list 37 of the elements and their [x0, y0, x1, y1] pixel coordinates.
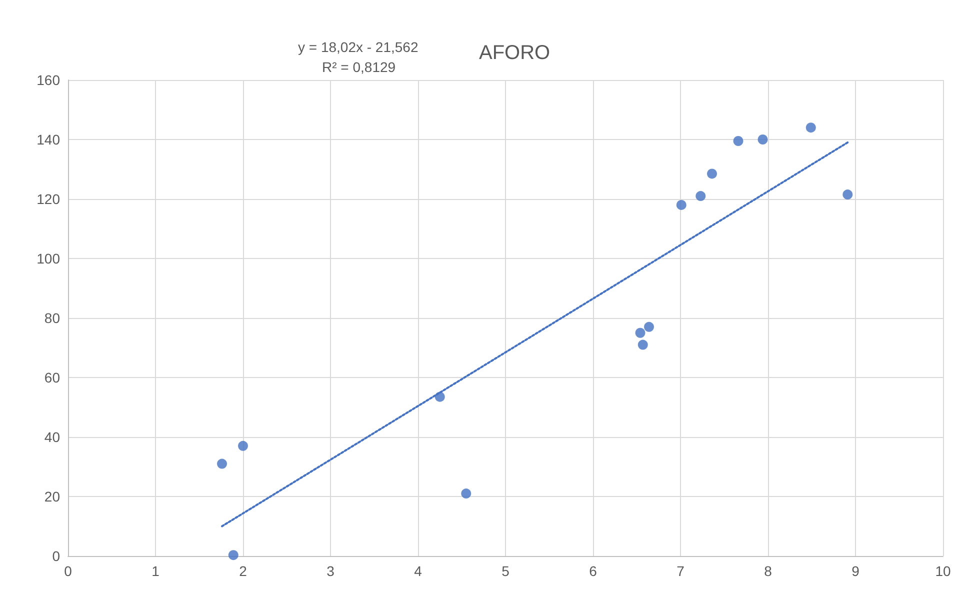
point [707, 168, 717, 179]
point [842, 190, 853, 200]
point [217, 458, 227, 469]
x-tick-label: 0 [64, 563, 72, 579]
x-tick-label: 2 [239, 563, 248, 579]
x-tick-label: 9 [852, 563, 860, 579]
y-tick-label: 120 [36, 191, 60, 207]
x-tick-label: 3 [326, 563, 335, 579]
point [461, 488, 472, 499]
y-tick-label: 160 [36, 72, 60, 88]
point [228, 550, 238, 560]
y-tick-label: 60 [44, 370, 60, 386]
x-tick-label: 8 [764, 563, 772, 579]
y-tick-label: 40 [44, 429, 60, 445]
x-tick-label: 7 [676, 563, 685, 579]
y-tick-label: 140 [36, 132, 60, 148]
point [733, 136, 744, 146]
x-tick-label: 10 [935, 563, 951, 579]
point [644, 322, 654, 332]
x-tick-label: 5 [502, 563, 510, 579]
y-tick-label: 0 [52, 548, 60, 564]
point [635, 328, 646, 338]
point [696, 191, 706, 202]
text: R² = 0,8129 [322, 59, 396, 75]
y-tick-label: 100 [36, 250, 60, 266]
y-tick-label: 20 [44, 488, 60, 504]
point [638, 340, 648, 350]
point [238, 440, 248, 451]
point [676, 200, 686, 210]
x-tick-label: 1 [152, 563, 160, 579]
point [758, 134, 768, 144]
point [806, 122, 816, 133]
y-tick-label: 80 [44, 310, 60, 326]
chart-title: AFORO [479, 42, 550, 64]
x-tick-label: 4 [414, 563, 422, 579]
x-tick-label: 6 [589, 563, 598, 579]
text: y = 18,02x - 21,562 [298, 39, 418, 55]
